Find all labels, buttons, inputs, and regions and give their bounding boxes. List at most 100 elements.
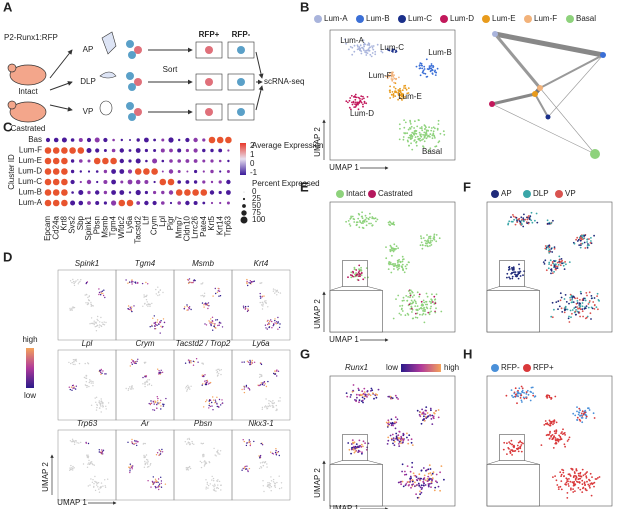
umap-point [98,293,100,296]
umap-point [94,489,97,492]
umap-point [133,305,135,307]
umap-point [184,306,186,308]
umap-point [208,407,210,409]
column-label: Trp63 [224,215,233,236]
umap-point [390,78,393,80]
umap-point [213,325,215,327]
umap-point [190,308,192,311]
umap-point [71,308,73,310]
umap-point [523,213,525,216]
umap-point [546,422,549,425]
umap-point [414,300,417,303]
umap-point [548,252,551,254]
umap-point [220,404,222,406]
umap-point [129,308,131,311]
umap-point [427,415,430,417]
umap-point [71,309,73,311]
umap-point [581,302,584,304]
umap-point [403,473,406,476]
umap-point [187,386,189,388]
dot [219,170,222,173]
umap-point [529,399,532,402]
row-label: Lum-C [18,177,42,186]
umap-point [243,386,245,388]
umap-point [277,291,280,294]
umap-point [427,129,429,132]
cluster-label: Basal [422,147,442,156]
umap-point [571,298,573,301]
dot [202,180,206,184]
umap-point [555,301,558,303]
umap-point [133,361,135,363]
umap-point [85,375,88,377]
umap-point [357,445,360,448]
umap-point [556,438,559,441]
dot [44,189,52,196]
umap-point [419,478,421,481]
umap-point [567,485,570,487]
umap-point [585,476,588,479]
umap-point [394,263,397,265]
umap-point [370,55,373,58]
umap-point [386,443,389,445]
umap-point [542,261,545,263]
umap-point [131,363,133,365]
zoom-box [499,434,525,461]
umap-point [216,487,218,489]
gene-title: Tacstd2 / Trop2 [176,339,231,348]
umap-point [400,95,403,98]
umap-point [548,394,551,397]
gene-title: Spink1 [75,259,99,268]
umap-point [372,48,375,51]
umap-point [580,414,583,417]
umap-point [185,467,187,469]
umap-point [398,441,401,443]
dot [226,170,230,173]
umap-point [245,384,248,387]
zoom-line [367,286,383,291]
umap-point [146,466,149,468]
umap-point [70,362,72,365]
umap-point [566,308,569,311]
umap-point [368,46,371,49]
umap-point [155,324,157,326]
umap-point [161,326,163,328]
umap-point [425,240,428,243]
umap-point [401,480,404,483]
umap-point [156,321,158,323]
umap-point [213,480,215,482]
umap-point [418,293,421,296]
umap-point [424,239,426,242]
zoom-line [524,286,540,291]
umap-point [583,237,585,240]
umap-point [218,295,220,297]
umap-point [387,436,390,439]
dot [79,180,82,184]
umap-point [345,220,347,223]
dot [44,168,52,175]
dot [71,191,74,194]
umap-point [90,301,92,304]
umap-point [556,484,559,486]
umap-point [579,488,582,491]
umap-point [130,386,132,388]
umap-point [85,282,87,285]
umap-point [425,406,428,408]
umap-point [350,276,353,279]
umap-point [189,388,191,390]
umap-point [398,138,401,141]
dot [103,180,108,184]
umap-point [405,295,408,297]
umap-point [211,320,214,322]
step: Sort [163,65,178,74]
umap-point [207,383,210,385]
umap-point [584,473,586,476]
umap-point [274,289,276,291]
umap-point [597,308,599,311]
umap-point [86,454,88,456]
umap-point [85,302,87,304]
umap-point [107,478,109,480]
umap-point [361,46,363,49]
umap-point [83,376,86,379]
umap-point [420,300,423,303]
